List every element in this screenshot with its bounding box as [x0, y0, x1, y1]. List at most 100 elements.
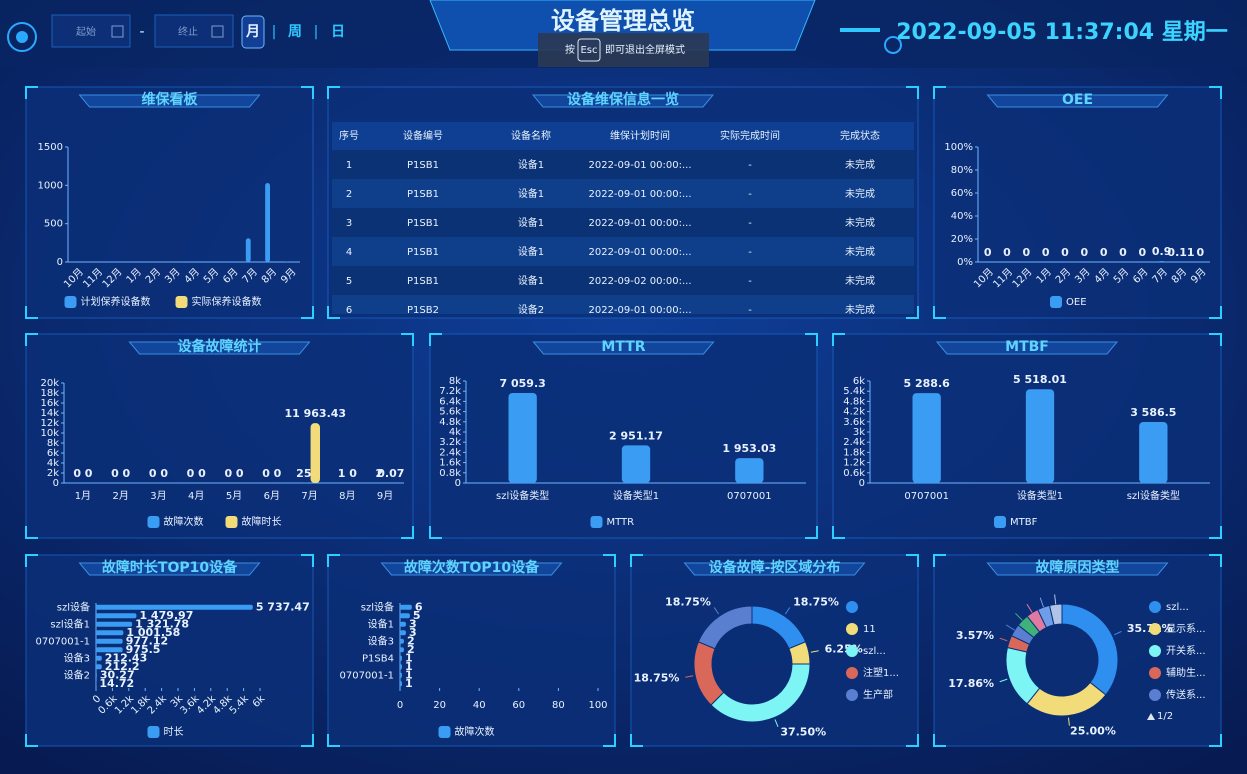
corner-bracket — [1209, 86, 1222, 99]
y-tick-label: szl设备 — [57, 600, 90, 613]
data-label: 0 — [224, 467, 232, 480]
table-cell: 设备1 — [518, 274, 544, 287]
table-cell: 2022-09-01 00:00:... — [588, 247, 691, 258]
table-cell: P1SB1 — [407, 218, 439, 229]
data-label: 1 321.78 — [135, 617, 189, 630]
y-tick-label: 20% — [951, 234, 973, 245]
legend-swatch — [1149, 667, 1161, 679]
table-cell: 2022-09-02 00:00:... — [588, 276, 691, 287]
start-placeholder: 起始 — [76, 25, 96, 38]
corner-bracket — [301, 734, 314, 747]
table-cell: 2022-09-01 00:00:... — [588, 160, 691, 171]
leader-line — [1114, 630, 1122, 636]
panel-title: 故障原因类型 — [1036, 559, 1120, 576]
slice-label: 17.86% — [948, 677, 994, 690]
y-tick-label: 2.4k — [843, 437, 865, 448]
leader-line — [810, 650, 819, 653]
leader-line — [1039, 597, 1044, 608]
bar — [1139, 422, 1168, 483]
data-label: 5 288.6 — [904, 377, 951, 390]
data-label: 0 — [274, 467, 282, 480]
corner-bracket — [25, 554, 38, 567]
table: 序号 设备编号 设备名称 维保计划时间 实际完成时间 完成状态 1 P1SB1 设备1 2022-… — [332, 122, 914, 316]
panel-group: 故障原因类型35.71%25.00%17.86%3.57%szl...显示系..… — [933, 554, 1222, 747]
table-cell: 设备2 — [518, 303, 544, 316]
start-date-input[interactable] — [51, 14, 131, 48]
fullscreen-toast — [538, 33, 709, 67]
divider: | — [314, 24, 319, 40]
data-label: 977.12 — [126, 634, 168, 647]
bar — [96, 664, 102, 670]
legend-label: 辅助生... — [1166, 666, 1206, 679]
end-date-input[interactable] — [154, 14, 234, 48]
legend-label: 实际保养设备数 — [192, 295, 262, 308]
y-tick-label: 40% — [951, 211, 973, 222]
bar — [508, 392, 537, 483]
table-cell: - — [748, 218, 752, 229]
bar — [400, 672, 402, 678]
title-deco — [78, 94, 261, 108]
data-label: 1 — [338, 467, 346, 480]
legend-label: 开关系... — [1166, 644, 1206, 657]
y-tick-label: 6k — [47, 448, 59, 459]
leader-line — [1067, 717, 1070, 726]
data-label: 212.43 — [105, 651, 147, 664]
corner-bracket — [906, 554, 919, 567]
y-tick-label: 3.6k — [843, 417, 865, 428]
bar — [96, 672, 97, 678]
bar — [265, 183, 270, 262]
legend-swatch — [225, 516, 238, 528]
data-label: 2 — [407, 643, 415, 656]
panel-title: 维保看板 — [142, 91, 199, 108]
title-deco — [531, 94, 715, 108]
legend-label: 注塑1... — [863, 666, 899, 679]
data-label: 7 059.3 — [500, 377, 546, 390]
table-cell: 设备1 — [518, 216, 544, 229]
legend-swatch — [846, 645, 858, 657]
leader-line — [774, 719, 779, 728]
y-tick-label: 1000 — [38, 180, 63, 191]
y-tick-label: 4k — [47, 458, 59, 469]
y-tick-label: 0 — [455, 478, 461, 489]
bar — [96, 621, 133, 627]
y-tick-label: 2.4k — [439, 447, 461, 458]
y-tick-label: 80% — [951, 165, 973, 176]
panel-title: 设备维保信息一览 — [567, 91, 679, 108]
y-tick-label: 10k — [40, 428, 59, 439]
bar — [96, 638, 123, 644]
y-tick-label: 3k — [853, 427, 865, 438]
data-label: 14.72 — [99, 677, 134, 690]
bar — [400, 621, 406, 627]
slice-label: 3.57% — [956, 629, 994, 642]
legend-swatch — [590, 516, 603, 528]
panel — [25, 554, 314, 747]
y-tick-label: 100% — [944, 142, 973, 153]
y-tick-label: szl设备1 — [50, 617, 90, 630]
data-label: 0 — [123, 467, 131, 480]
week-button[interactable]: 周 — [288, 24, 302, 40]
slice-label: 18.75% — [634, 671, 680, 684]
y-tick-label: 4k — [449, 427, 461, 438]
month-button[interactable] — [241, 15, 265, 49]
bar — [735, 458, 764, 483]
legend-swatch — [846, 689, 858, 701]
x-tick-label: szl设备类型 — [1127, 489, 1180, 502]
data-label: 0 — [1023, 246, 1031, 259]
data-label: 2 — [376, 467, 384, 480]
bar — [96, 655, 102, 661]
bar — [96, 613, 137, 619]
table-cell: 2022-09-01 00:00:... — [588, 189, 691, 200]
data-label: 5 518.01 — [1013, 373, 1067, 386]
panel — [327, 554, 616, 747]
table-cell: - — [748, 189, 752, 200]
day-button[interactable]: 日 — [331, 24, 345, 40]
corner-bracket — [832, 526, 845, 539]
data-label: 975.5 — [126, 643, 161, 656]
bar — [400, 647, 404, 653]
end-placeholder: 终止 — [178, 25, 198, 38]
y-tick-label: 0707001-1 — [339, 670, 394, 681]
bar — [96, 604, 253, 610]
y-tick-label: 0707001-1 — [35, 636, 90, 647]
slice-label: 18.75% — [665, 595, 711, 608]
